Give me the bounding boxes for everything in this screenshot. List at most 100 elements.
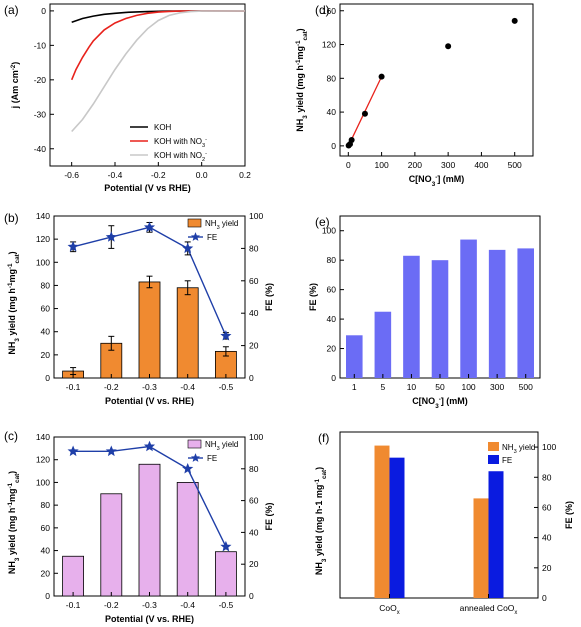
a-ylabel: j (Am cm-2) (10, 62, 21, 110)
a-series-line (70, 10, 246, 81)
c-y-tick-label: 60 (41, 523, 51, 533)
b-x-tick-label: -0.5 (219, 382, 234, 392)
b-bar (176, 287, 199, 379)
c-legend-star (190, 453, 201, 462)
f-y2-tick-label: 60 (542, 502, 552, 512)
c-bar (214, 551, 237, 597)
chart-panel-d: 0 100 200 300 400 500 0 40 80 120 160 C[NO3-] (mM) N… (295, 3, 534, 188)
f-bar (374, 445, 390, 598)
c-x-tick-label: -0.3 (142, 600, 157, 610)
d-xlabel: C[NO3-] (mM) (409, 174, 465, 188)
c-fe-point (182, 462, 194, 474)
f-bar (389, 457, 405, 598)
a-y-tick-label: -30 (34, 109, 47, 119)
f-legend-swatch (488, 442, 499, 451)
e-y-tick-label: 40 (327, 314, 337, 324)
b-bar (138, 281, 161, 379)
d-x-tick-label: 0 (346, 160, 351, 170)
b-legend-label: NH3 yield (205, 219, 238, 231)
c-y2-tick-label: 40 (249, 527, 259, 537)
d-y-tick-label: 120 (322, 40, 336, 50)
f-y2-tick-label: 20 (542, 563, 552, 573)
b-y2label: FE (%) (264, 283, 274, 311)
f-y2-tick-label: 40 (542, 533, 552, 543)
c-y2label: FE (%) (264, 502, 274, 530)
e-x-tick-label: 1 (352, 382, 357, 392)
c-legend-swatch (187, 439, 202, 449)
e-x-tick-label: 50 (435, 382, 445, 392)
b-y-tick-label: 60 (41, 304, 51, 314)
b-y-tick-label: 120 (36, 234, 50, 244)
b-legend-star (190, 232, 201, 241)
b-y-tick-label: 80 (41, 280, 51, 290)
e-bar (346, 335, 363, 378)
c-bar (138, 463, 161, 597)
d-point (348, 136, 355, 143)
f-legend-swatch (488, 455, 499, 464)
c-x-tick-label: -0.4 (180, 600, 195, 610)
c-y2-tick-label: 0 (249, 591, 254, 601)
panel-label-f: (f) (318, 431, 329, 445)
b-fe-point (182, 242, 194, 254)
b-y2-tick-label: 60 (249, 276, 259, 286)
d-x-tick-label: 300 (441, 160, 455, 170)
c-legend-label: NH3 yield (205, 440, 238, 452)
e-x-tick-label: 5 (380, 382, 385, 392)
f-legend-label: NH3 yield (502, 443, 535, 455)
d-x-tick-label: 100 (375, 160, 389, 170)
a-x-tick-label: -0.6 (64, 170, 79, 180)
e-x-tick-label: 300 (490, 382, 504, 392)
c-x-tick-label: -0.2 (104, 600, 119, 610)
f-ylabel: NH3 yield (mg h-1 mg-1cat) (314, 467, 328, 575)
f-x-tick-label: annealed CoOx (460, 603, 518, 616)
c-xlabel: Potential (V vs. RHE) (105, 614, 194, 624)
e-x-tick-label: 10 (407, 382, 417, 392)
b-y-tick-label: 100 (36, 257, 50, 267)
a-x-tick-label: -0.4 (108, 170, 123, 180)
chart-panel-b: 0 20 40 60 80 100 120 140 0 20 40 60 80 100 -0.1 -0.2 -0… (7, 211, 275, 406)
d-y-tick-label: 80 (327, 73, 337, 83)
e-y-tick-label: 80 (327, 255, 337, 265)
e-bar (517, 248, 534, 378)
b-y-tick-label: 140 (36, 211, 50, 221)
e-bar (374, 311, 392, 378)
a-y-tick-label: -20 (34, 75, 47, 85)
e-x-tick-label: 100 (461, 382, 475, 392)
a-y-tick-label: -40 (34, 144, 47, 154)
c-y2-tick-label: 100 (249, 432, 263, 442)
c-bar (100, 493, 123, 597)
e-ylabel: FE (%) (308, 283, 318, 311)
c-fe-point (67, 445, 79, 457)
e-xlabel: C[NO3-] (mM) (412, 396, 468, 410)
a-x-tick-label: -0.2 (151, 170, 166, 180)
b-fe-point (105, 231, 117, 242)
b-y-tick-label: 20 (41, 350, 51, 360)
c-bar (176, 482, 199, 597)
c-fe-point (105, 445, 117, 457)
f-legend-label: FE (502, 456, 512, 465)
b-fe-point (143, 221, 156, 233)
c-fe-point (143, 440, 156, 452)
c-ylabel: NH3 yield (mg h-1mg-1cat) (7, 471, 21, 574)
b-y2-tick-label: 40 (249, 308, 259, 318)
e-bar (403, 255, 420, 378)
plot-frame (339, 431, 539, 599)
d-y-tick-label: 160 (322, 6, 336, 16)
b-x-tick-label: -0.2 (104, 382, 119, 392)
c-y-tick-label: 20 (41, 568, 51, 578)
f-bar (473, 498, 489, 598)
d-y-tick-label: 40 (327, 107, 337, 117)
f-y2-tick-label: 80 (542, 472, 552, 482)
a-legend-label: KOH (154, 123, 172, 132)
f-y2-tick-label: 0 (542, 593, 547, 603)
e-bar (488, 249, 506, 378)
b-y2-tick-label: 100 (249, 211, 263, 221)
d-point (361, 110, 368, 117)
c-x-tick-label: -0.1 (66, 600, 81, 610)
c-fe-point (220, 540, 232, 552)
plot-frame (339, 3, 534, 157)
c-y2-tick-label: 20 (249, 559, 259, 569)
b-y-tick-label: 40 (41, 327, 51, 337)
plot-frame (49, 3, 246, 167)
b-xlabel: Potential (V vs. RHE) (105, 396, 194, 406)
